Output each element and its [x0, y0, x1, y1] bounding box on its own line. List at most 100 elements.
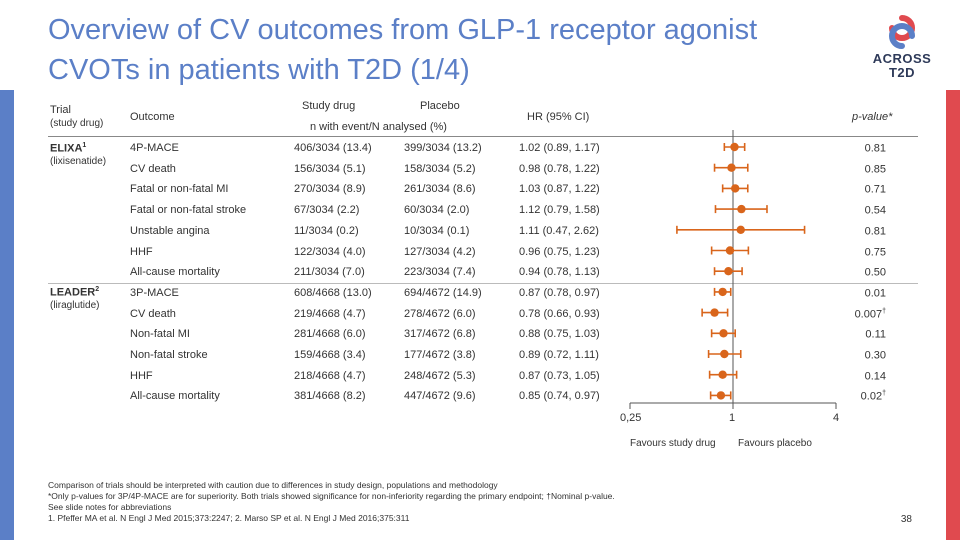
- row-outcome: HHF: [130, 245, 153, 258]
- page-number: 38: [900, 514, 912, 525]
- row-study-drug-events: 159/4668 (3.4): [294, 349, 366, 361]
- row-pvalue: 0.14: [826, 370, 886, 383]
- forest-hr-point: [725, 246, 735, 255]
- row-pvalue-text: 0.007: [854, 308, 883, 321]
- slide-title: Overview of CV outcomes from GLP-1 recep…: [48, 14, 758, 86]
- row-hr-ci: 0.78 (0.66, 0.93): [519, 307, 600, 320]
- row-pvalue: 0.01: [826, 287, 886, 300]
- row-placebo-events: 278/4672 (6.0): [404, 307, 476, 320]
- row-pvalue-text: 0.81: [864, 225, 886, 238]
- row-pvalue-text: 0.14: [864, 370, 886, 383]
- row-pvalue: 0.30: [826, 349, 886, 362]
- forest-hr-point: [727, 163, 736, 172]
- row-study-drug-events: 281/4668 (6.0): [294, 328, 366, 341]
- row-placebo-events: 317/4672 (6.8): [404, 328, 476, 341]
- favours-study-drug-label: Favours study drug: [630, 438, 716, 449]
- row-pvalue: 0.007†: [826, 308, 886, 321]
- row-outcome: Fatal or non-fatal MI: [130, 183, 229, 196]
- axis-tick-high: 4: [833, 412, 840, 424]
- row-hr-ci: 0.87 (0.78, 0.97): [519, 286, 600, 299]
- forest-hr-point: [716, 391, 726, 400]
- footnote-caution: Comparison of trials should be interpret…: [48, 480, 498, 490]
- across-t2d-logo-icon: [889, 15, 915, 49]
- forest-hr-point: [718, 370, 727, 379]
- row-outcome: CV death: [130, 307, 176, 320]
- row-hr-ci: 0.94 (0.78, 1.13): [519, 266, 600, 279]
- row-hr-ci: 1.02 (0.89, 1.17): [519, 142, 600, 154]
- logo-line1: ACROSS: [872, 51, 932, 66]
- row-placebo-events: 10/3034 (0.1): [404, 224, 470, 237]
- row-placebo-events: 694/4672 (14.9): [404, 286, 482, 299]
- row-hr-ci: 1.03 (0.87, 1.22): [519, 183, 600, 196]
- row-study-drug-events: 406/3034 (13.4): [294, 142, 372, 154]
- row-pvalue: 0.71: [826, 183, 886, 196]
- row-pvalue-mark: †: [882, 390, 886, 398]
- row-pvalue-text: 0.71: [864, 184, 886, 197]
- row-pvalue: 0.11: [826, 328, 886, 341]
- row-placebo-events: 158/3034 (5.2): [404, 162, 476, 175]
- forest-hr-point: [730, 184, 740, 193]
- row-placebo-events: 447/4672 (9.6): [404, 390, 476, 403]
- row-placebo-events: 261/3034 (8.6): [404, 183, 476, 196]
- row-pvalue-text: 0.11: [865, 328, 886, 341]
- row-pvalue-text: 0.85: [864, 163, 886, 176]
- footnote-pvalue: *Only p-values for 3P/4P-MACE are for su…: [48, 491, 615, 501]
- row-placebo-events: 177/4672 (3.8): [404, 349, 476, 361]
- row-placebo-events: 223/3034 (7.4): [404, 266, 476, 279]
- row-pvalue: 0.81: [826, 142, 886, 155]
- row-outcome: 4P-MACE: [130, 142, 179, 154]
- forest-hr-point: [724, 267, 733, 276]
- row-outcome: All-cause mortality: [130, 390, 220, 403]
- forest-hr-point: [720, 349, 729, 359]
- row-placebo-events: 60/3034 (2.0): [404, 204, 470, 217]
- trial-leader-label: LEADER: [50, 286, 96, 299]
- row-pvalue-text: 0.81: [864, 142, 886, 155]
- forest-hr-point: [710, 308, 719, 317]
- row-hr-ci: 0.98 (0.78, 1.22): [519, 162, 600, 175]
- header-trial: Trial: [50, 104, 71, 116]
- favours-placebo-label: Favours placebo: [738, 438, 812, 449]
- logo-line2: T2D: [888, 65, 916, 80]
- header-placebo: Placebo: [420, 100, 460, 112]
- row-pvalue: 0.02†: [826, 390, 886, 403]
- trial-elixa-label: ELIXA: [50, 142, 83, 155]
- forest-hr-point: [730, 142, 739, 152]
- row-placebo-events: 127/3034 (4.2): [404, 245, 476, 258]
- row-pvalue: 0.85: [826, 163, 886, 176]
- row-pvalue-text: 0.02: [860, 391, 883, 404]
- row-outcome: Fatal or non-fatal stroke: [130, 204, 247, 217]
- trial-divider: [48, 283, 918, 284]
- row-study-drug-events: 211/3034 (7.0): [294, 266, 365, 279]
- row-placebo-events: 248/4672 (5.3): [404, 369, 476, 382]
- row-pvalue: 0.75: [826, 246, 886, 259]
- row-outcome: All-cause mortality: [130, 266, 220, 279]
- row-hr-ci: 0.89 (0.72, 1.11): [519, 349, 599, 361]
- header-hr: HR (95% CI): [527, 111, 590, 123]
- header-study-drug: Study drug: [302, 100, 356, 112]
- row-placebo-events: 399/3034 (13.2): [404, 142, 482, 154]
- row-hr-ci: 0.96 (0.75, 1.23): [519, 245, 600, 258]
- row-pvalue-text: 0.54: [864, 204, 886, 217]
- right-accent-bar: [946, 90, 960, 540]
- trial-elixa-ref: 1: [82, 142, 87, 149]
- forest-hr-point: [719, 329, 728, 338]
- row-hr-ci: 0.87 (0.73, 1.05): [519, 369, 600, 382]
- row-pvalue: 0.50: [826, 266, 886, 279]
- forest-hr-point: [736, 225, 745, 234]
- row-outcome: Unstable angina: [130, 224, 210, 237]
- row-outcome: Non-fatal MI: [130, 328, 190, 341]
- row-study-drug-events: 67/3034 (2.2): [294, 204, 360, 217]
- footnote-abbreviations: See slide notes for abbreviations: [48, 502, 172, 512]
- row-pvalue-text: 0.75: [864, 246, 886, 259]
- header-divider: [48, 136, 918, 137]
- row-pvalue: 0.81: [826, 225, 886, 238]
- row-hr-ci: 0.88 (0.75, 1.03): [519, 328, 600, 341]
- row-study-drug-events: 11/3034 (0.2): [294, 224, 359, 237]
- forest-hr-point: [718, 287, 727, 297]
- axis-tick-mid: 1: [729, 412, 736, 424]
- trial-drug-elixa: (lixisenatide): [50, 156, 107, 167]
- header-n-with-event: n with event/N analysed (%): [310, 121, 447, 133]
- row-outcome: HHF: [130, 369, 153, 382]
- row-hr-ci: 1.11 (0.47, 2.62): [519, 224, 599, 237]
- row-outcome: CV death: [130, 162, 176, 175]
